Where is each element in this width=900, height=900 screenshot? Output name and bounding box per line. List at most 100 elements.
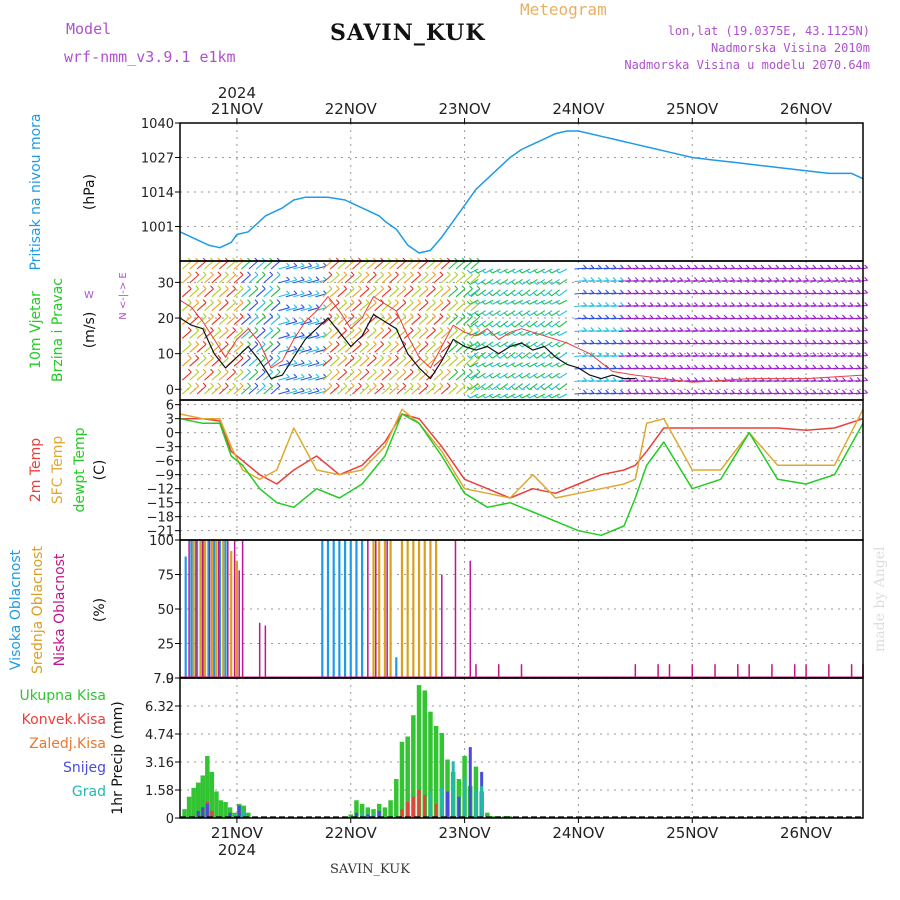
- cloud-bar-low: [375, 540, 377, 678]
- wind-barb-flag: [372, 299, 377, 304]
- wind-barb-flag: [782, 327, 787, 331]
- wind-barb-flag: [432, 382, 436, 387]
- wind-barb: [670, 392, 683, 395]
- wind-barb-flag: [548, 343, 553, 348]
- wind-barb-flag: [409, 271, 414, 276]
- wind-barb-flag: [731, 389, 735, 394]
- wind-barb: [433, 288, 444, 298]
- wind-barb: [825, 292, 839, 295]
- wind-barb: [433, 302, 444, 312]
- wind-barb: [241, 302, 251, 312]
- wind-barb-flag: [842, 352, 846, 356]
- precip-legend-1: Konvek.Kisa: [22, 712, 106, 728]
- wind-barb: [751, 267, 765, 270]
- wind-barb: [300, 307, 312, 312]
- wind-barb: [677, 392, 691, 395]
- wind-barb: [543, 331, 553, 336]
- wind-barb: [204, 302, 214, 312]
- wind-barb: [611, 267, 624, 270]
- wind-barb: [381, 371, 392, 381]
- wind-barb-flag: [511, 354, 516, 359]
- wind-barb-flag: [548, 332, 553, 336]
- wind-barb: [248, 302, 259, 312]
- wind-barb: [744, 342, 757, 345]
- wind-barb: [211, 371, 222, 381]
- wind-barb-flag: [664, 339, 669, 344]
- xtick-label-bottom: 25NOV: [666, 824, 719, 842]
- wind-barb-flag: [323, 373, 327, 378]
- wind-barb: [700, 354, 713, 358]
- wind-barb: [499, 331, 509, 336]
- wind-barb-flag: [300, 290, 305, 295]
- wind-barb-flag: [232, 285, 237, 290]
- wind-barb: [744, 367, 757, 370]
- wind-barb: [255, 288, 266, 298]
- wind-barb-flag: [439, 313, 444, 317]
- wind-barb-flag: [797, 389, 802, 394]
- wind-barb: [189, 343, 200, 353]
- wind-barb: [855, 304, 868, 308]
- xtick-label-top: 26NOV: [780, 100, 833, 118]
- wind-barb: [655, 392, 668, 395]
- wind-barb: [551, 362, 560, 368]
- wind-barb: [403, 302, 414, 312]
- wind-barb: [366, 274, 377, 284]
- wind-barb-flag: [819, 314, 824, 319]
- wind-barb-flag: [679, 302, 684, 306]
- wind-barb-flag: [827, 352, 831, 356]
- wind-barb-flag: [358, 313, 362, 317]
- pressure-units: (hPa): [82, 174, 98, 210]
- wind-barb: [278, 307, 290, 312]
- wind-barb: [833, 267, 846, 270]
- wind-barb: [803, 379, 816, 383]
- wind-barb: [855, 379, 868, 383]
- wind-barb: [469, 372, 479, 379]
- wind-barb-flag: [365, 271, 370, 276]
- wind-barb: [359, 260, 370, 270]
- wind-barb: [455, 371, 466, 381]
- temp-line-dewpt-temp: [179, 413, 864, 537]
- wind-barb-flag: [533, 386, 538, 390]
- wind-barb-flag: [834, 339, 839, 344]
- wind-barb: [477, 299, 486, 305]
- wind-barb: [663, 379, 676, 383]
- wind-barb: [543, 289, 553, 297]
- wind-barb: [611, 329, 624, 333]
- wind-barb-flag: [649, 277, 654, 281]
- wind-barb: [744, 392, 757, 395]
- wind-barb: [581, 292, 594, 295]
- wind-barb-flag: [476, 327, 481, 331]
- wind-barb-flag: [323, 345, 327, 350]
- wind-barb-flag: [380, 327, 385, 331]
- wind-barb-flag: [343, 382, 348, 387]
- precip-legend-0: Ukupna Kisa: [19, 688, 106, 704]
- wind-barb-flag: [805, 327, 809, 331]
- wind-barb: [603, 354, 617, 358]
- wind-barb: [596, 354, 609, 358]
- wind-barb: [226, 385, 237, 395]
- wind-barb-flag: [454, 271, 459, 276]
- wind-barb: [248, 371, 259, 381]
- wind-barb-flag: [583, 377, 587, 381]
- wind-barb: [722, 292, 735, 295]
- wind-barb-flag: [395, 340, 399, 345]
- wind-barb-flag: [387, 354, 392, 359]
- wind-barb: [315, 362, 327, 367]
- wind-barb-flag: [424, 285, 429, 290]
- wind-barb-flag: [775, 389, 780, 394]
- wind-barb-flag: [187, 354, 192, 359]
- wind-barb-flag: [474, 374, 479, 379]
- wind-barb: [581, 304, 594, 308]
- precip-bar-snow: [457, 796, 461, 818]
- wind-barb-flag: [731, 302, 735, 306]
- wind-barb: [796, 329, 809, 333]
- wind-barb: [263, 288, 274, 298]
- wind-barb-flag: [496, 332, 501, 336]
- wind-barb-flag: [300, 373, 305, 378]
- wind-barb: [529, 278, 538, 285]
- wind-barb: [181, 385, 192, 395]
- wind-barb: [788, 354, 802, 358]
- wind-barb-flag: [533, 281, 538, 285]
- wind-barb-flag: [790, 302, 794, 306]
- wind-barb: [433, 385, 444, 395]
